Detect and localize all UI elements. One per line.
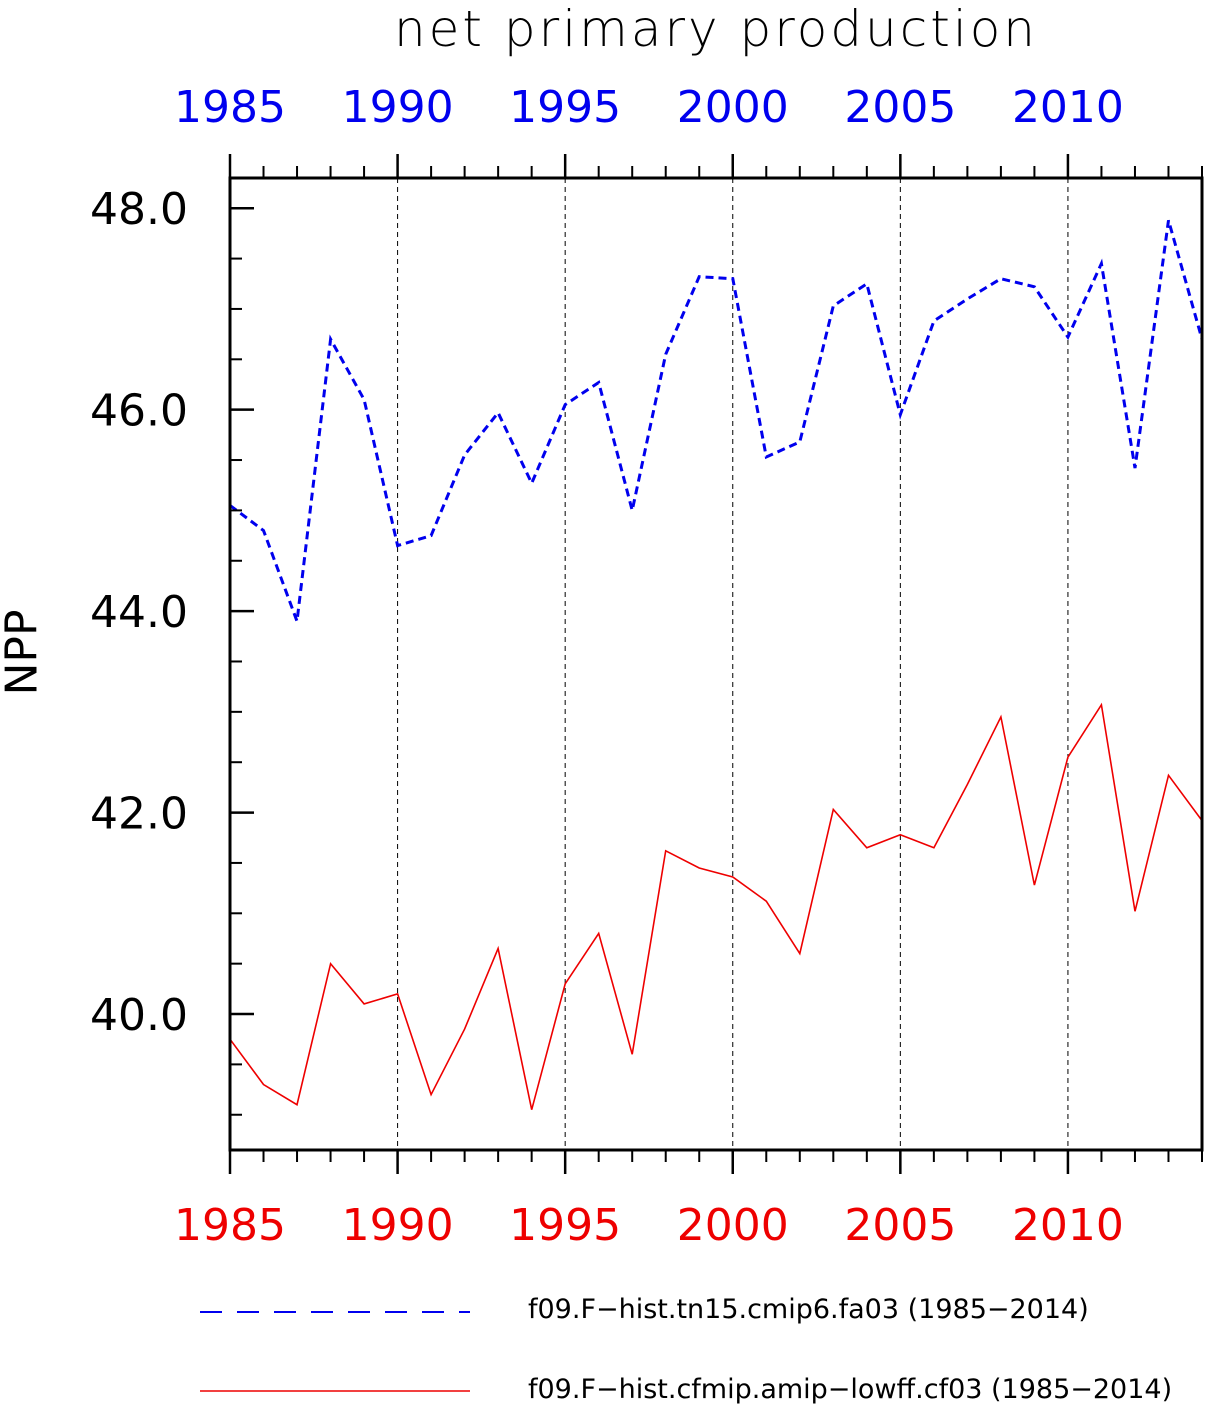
- y-tick-label-3: 46.0: [90, 386, 188, 437]
- bottom-x-tick-label-1: 1990: [342, 1200, 454, 1251]
- y-axis-label: NPP: [0, 609, 48, 696]
- bottom-x-tick-label-0: 1985: [174, 1200, 286, 1251]
- legend-label-red: f09.F−hist.cfmip.amip−lowff.cf03 (1985−2…: [528, 1374, 1173, 1405]
- bottom-x-tick-label-5: 2010: [1012, 1200, 1124, 1251]
- tick-labels: 40.0 42.0 44.0 46.0 48.0 1985 1990 1995 2000 2005…: [90, 82, 1124, 1251]
- y-tick-label-4: 48.0: [90, 184, 188, 235]
- plot-frame: [228, 176, 1204, 1152]
- axes: [228, 154, 1204, 1174]
- y-tick-label-0: 40.0: [90, 990, 188, 1041]
- y-tick-label-2: 44.0: [90, 587, 188, 638]
- bottom-x-tick-label-4: 2005: [844, 1200, 956, 1251]
- series-line-0: [229, 219, 1204, 622]
- top-x-tick-label-0: 1985: [174, 82, 286, 133]
- legend-label-blue: f09.F−hist.tn15.cmip6.fa03 (1985−2014): [528, 1294, 1089, 1325]
- top-x-tick-label-5: 2010: [1012, 82, 1124, 133]
- gridlines: [397, 178, 1069, 1150]
- series-lines: [229, 219, 1204, 1110]
- top-x-tick-label-3: 2000: [677, 82, 789, 133]
- bottom-x-tick-label-2: 1995: [509, 1200, 621, 1251]
- legend: [200, 1311, 470, 1392]
- top-x-tick-label-1: 1990: [342, 82, 454, 133]
- top-x-tick-label-2: 1995: [509, 82, 621, 133]
- y-tick-label-1: 42.0: [90, 789, 188, 840]
- series-line-1: [229, 702, 1203, 1110]
- bottom-x-tick-label-3: 2000: [677, 1200, 789, 1251]
- top-x-tick-label-4: 2005: [844, 82, 956, 133]
- chart-title: net primary production: [393, 0, 1038, 58]
